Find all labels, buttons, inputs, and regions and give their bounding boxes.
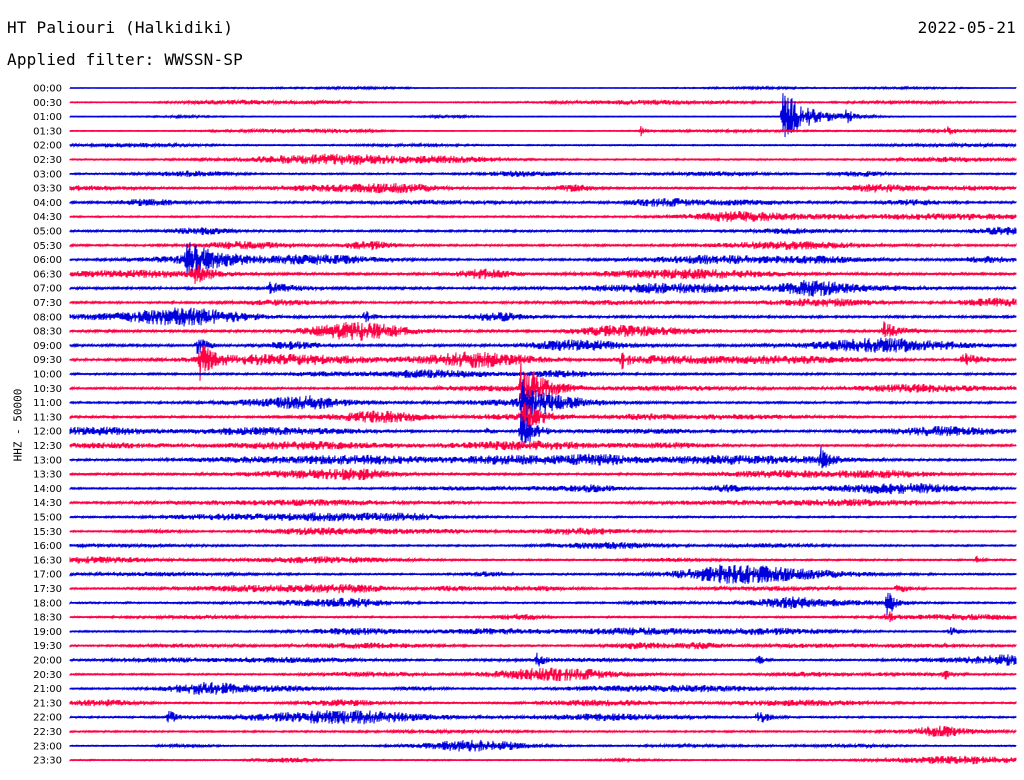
time-tick-0500: 05:00: [33, 227, 62, 238]
time-tick-1200: 12:00: [33, 427, 62, 438]
time-tick-2200: 22:00: [33, 713, 62, 724]
time-tick-0300: 03:00: [33, 169, 62, 180]
time-tick-0430: 04:30: [33, 212, 62, 223]
time-tick-0600: 06:00: [33, 255, 62, 266]
time-tick-1900: 19:00: [33, 627, 62, 638]
time-tick-2000: 20:00: [33, 656, 62, 667]
time-tick-1630: 16:30: [33, 555, 62, 566]
recording-date: 2022-05-21: [917, 18, 1016, 37]
time-tick-1230: 12:30: [33, 441, 62, 452]
time-tick-1400: 14:00: [33, 484, 62, 495]
time-tick-0130: 01:30: [33, 126, 62, 137]
time-tick-0530: 05:30: [33, 241, 62, 252]
time-tick-0630: 06:30: [33, 269, 62, 280]
time-tick-1300: 13:00: [33, 455, 62, 466]
time-tick-1100: 11:00: [33, 398, 62, 409]
time-tick-0700: 07:00: [33, 284, 62, 295]
time-tick-1830: 18:30: [33, 613, 62, 624]
time-tick-0200: 02:00: [33, 141, 62, 152]
trace-row-1800: [69, 592, 1017, 616]
time-tick-2100: 21:00: [33, 684, 62, 695]
time-tick-1730: 17:30: [33, 584, 62, 595]
time-tick-1000: 10:00: [33, 370, 62, 381]
time-tick-0730: 07:30: [33, 298, 62, 309]
time-tick-1500: 15:00: [33, 513, 62, 524]
time-tick-1130: 11:30: [33, 412, 62, 423]
time-tick-1530: 15:30: [33, 527, 62, 538]
time-tick-0030: 00:30: [33, 98, 62, 109]
station-title: HT Paliouri (Halkidiki): [7, 18, 234, 37]
time-tick-2130: 21:30: [33, 698, 62, 709]
time-tick-0230: 02:30: [33, 155, 62, 166]
seismic-traces: [69, 85, 1017, 765]
time-tick-1030: 10:30: [33, 384, 62, 395]
time-tick-1600: 16:00: [33, 541, 62, 552]
time-tick-0400: 04:00: [33, 198, 62, 209]
filter-label: Applied filter: WWSSN-SP: [7, 50, 243, 69]
time-tick-1430: 14:30: [33, 498, 62, 509]
time-tick-1800: 18:00: [33, 598, 62, 609]
time-tick-labels: 00:00 00:30 01:00 01:30 02:00 02:30 03:00 03:30…: [33, 84, 62, 767]
time-tick-0900: 09:00: [33, 341, 62, 352]
time-tick-1700: 17:00: [33, 570, 62, 581]
time-tick-1330: 13:30: [33, 470, 62, 481]
time-tick-0000: 00:00: [33, 84, 62, 95]
time-tick-2330: 23:30: [33, 756, 62, 767]
time-tick-2300: 23:00: [33, 741, 62, 752]
time-tick-0930: 09:30: [33, 355, 62, 366]
time-tick-0100: 01:00: [33, 112, 62, 123]
trace-row-1300: [69, 446, 1017, 469]
time-tick-0800: 08:00: [33, 312, 62, 323]
time-tick-0330: 03:30: [33, 184, 62, 195]
time-tick-2230: 22:30: [33, 727, 62, 738]
time-tick-2030: 20:30: [33, 670, 62, 681]
time-tick-1930: 19:30: [33, 641, 62, 652]
time-tick-0830: 08:30: [33, 327, 62, 338]
